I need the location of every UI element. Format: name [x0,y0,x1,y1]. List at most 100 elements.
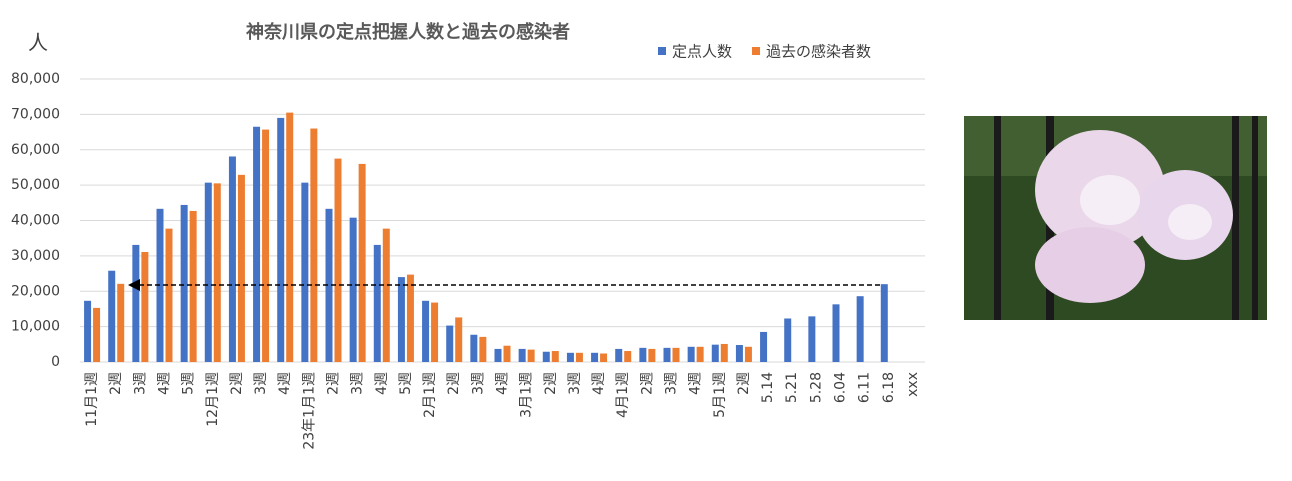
x-tick-label: 4月1週 [615,372,631,418]
bar [204,182,212,362]
y-tick-label: 10,000 [11,319,60,335]
bar [228,156,236,362]
x-tick-label: 2月1週 [422,372,438,418]
bar [325,208,333,362]
x-tick-label: 2週 [639,372,655,395]
plot-area: 0 10,000 20,000 30,000 40,000 50,000 60,000 70,… [11,71,925,450]
x-tick-label: 5週 [398,372,414,395]
legend: 定点人数 過去の感染者数 [658,43,871,61]
arrow-head [128,279,140,291]
photo-bar [994,116,1001,320]
bar [132,244,140,362]
bar [358,163,366,362]
bar [615,348,623,362]
bar [551,351,559,362]
y-tick-label: 60,000 [11,142,60,158]
x-tick-label: 5.28 [808,372,824,403]
bar [720,343,728,362]
bar [237,174,245,362]
bar [566,352,574,362]
x-tick-label: 4週 [277,372,293,395]
bar [527,349,535,362]
bar [494,348,502,362]
bar [310,128,318,362]
bar [711,344,719,362]
bar [93,307,101,362]
x-tick-label: 4週 [495,372,511,395]
bar [397,277,405,362]
bar [880,284,888,362]
x-tick-label: 4週 [157,372,173,395]
bar [735,345,743,362]
bar [180,204,188,362]
x-tick-label: 2週 [229,372,245,395]
x-tick-label: 6.11 [857,372,873,403]
bar [648,348,656,362]
x-tick-label: 4週 [688,372,704,395]
bar [84,300,92,362]
bar [334,158,342,362]
bar [479,336,487,362]
bar [431,302,439,362]
y-tick-label: 40,000 [11,213,60,229]
bar [189,210,197,362]
x-tick-label: 5.21 [784,372,800,403]
bar [744,346,752,362]
x-tick-label: 4週 [374,372,390,395]
bar [575,352,583,362]
y-tick-label: 20,000 [11,283,60,299]
bar [213,183,221,362]
legend-label: 定点人数 [672,43,732,61]
legend-swatch [752,47,761,55]
x-tick-label: 23年1月1週 [301,372,317,450]
bar [165,228,173,362]
bar [382,228,390,362]
bar [262,129,270,362]
x-tick-label: 2週 [543,372,559,395]
bar [301,182,309,362]
bar [286,112,294,362]
bar [349,217,357,362]
photo-bar [1252,116,1258,320]
x-tick-label: 2週 [736,372,752,395]
bar [832,304,840,362]
bar [518,348,526,362]
bar [455,317,463,362]
x-tick-label: 3週 [253,372,269,395]
x-tick-label: 5月1週 [712,372,728,418]
bar [663,347,671,362]
bar [470,334,478,362]
x-tick-label: 3週 [567,372,583,395]
bar [406,274,414,362]
bar [141,251,149,362]
bar [542,351,550,362]
chart-title: 神奈川県の定点把握人数と過去の感染者 [246,21,570,43]
photo-bar [1232,116,1239,320]
x-tick-label: 3週 [132,372,148,395]
y-tick-label: 70,000 [11,106,60,122]
x-tick-label: 4週 [591,372,607,395]
y-tick-label: 30,000 [11,248,60,264]
x-tick-label: 6.18 [881,372,897,403]
y-tick-label: 50,000 [11,177,60,193]
bar [856,296,864,362]
photo [964,116,1267,320]
legend-label: 過去の感染者数 [766,43,871,61]
y-tick-label: 0 [51,354,60,370]
annotation-arrow [128,279,880,291]
bar [600,353,608,362]
bar [117,283,125,362]
bar [503,345,511,362]
photo-flower-center [1168,204,1212,240]
x-tick-label: 5.14 [760,372,776,403]
x-tick-label: 11月1週 [84,372,100,427]
photo-flower [1035,227,1145,303]
y-tick-label: 80,000 [11,71,60,87]
x-tick-label: 3月1週 [519,372,535,418]
x-tick-label: 2週 [108,372,124,395]
photo-flower-center [1080,175,1140,225]
y-axis-label: 人 [28,31,48,55]
x-tick-label: 3週 [470,372,486,395]
bar [808,316,816,362]
